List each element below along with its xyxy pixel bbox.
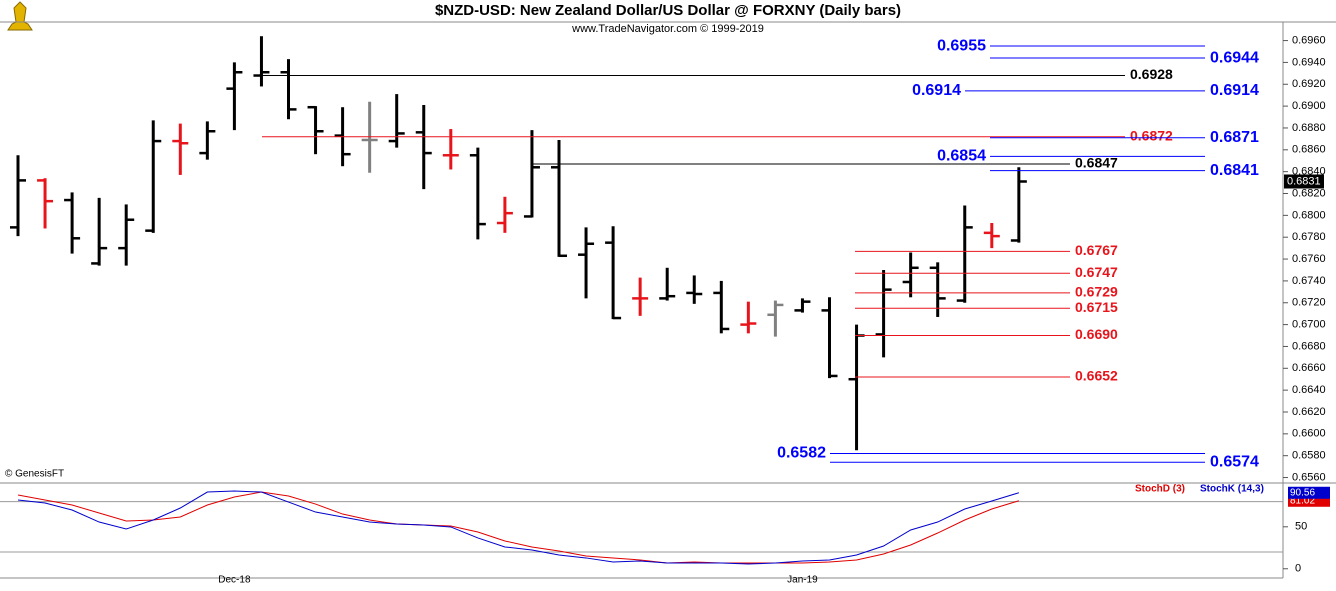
x-tick-label: Dec-18 [218,575,251,586]
level-label: 0.6582 [777,445,826,462]
legend-entry: StochD (3) [1135,484,1185,495]
value-box [1288,486,1330,499]
y-tick-label: 50 [1295,521,1307,533]
y-tick-label: 0.6940 [1292,56,1326,68]
level-label: 0.6854 [937,148,986,165]
level-label: 0.6715 [1075,299,1118,315]
y-tick-label: 0.6900 [1292,100,1326,112]
value-label: 81.02 [1290,495,1315,506]
y-tick-label: 0.6620 [1292,406,1326,418]
level-label: 0.6847 [1075,155,1118,171]
level-label: 0.6944 [1210,49,1259,66]
y-tick-label: 0.6820 [1292,187,1326,199]
logo [7,1,33,31]
level-label: 0.6767 [1075,242,1118,258]
y-tick-label: 0.6580 [1292,450,1326,462]
chart-subtitle: www.TradeNavigator.com © 1999-2019 [571,23,764,35]
y-tick-label: 0.6760 [1292,253,1326,265]
y-tick-label: 0 [1295,563,1301,575]
level-label: 0.6928 [1130,66,1173,82]
y-tick-label: 0.6920 [1292,78,1326,90]
stoch-line [17,490,1019,565]
level-label: 0.6914 [1210,82,1259,99]
legend-entry: StochK (14,3) [1200,484,1264,495]
level-label: 0.6690 [1075,326,1118,342]
x-tick-label: Jan-19 [787,575,818,586]
y-tick-label: 0.6660 [1292,362,1326,374]
y-tick-label: 0.6720 [1292,297,1326,309]
y-tick-label: 0.6800 [1292,209,1326,221]
level-label: 0.6914 [912,82,961,99]
value-label: 90.56 [1290,487,1315,498]
y-tick-label: 0.6860 [1292,144,1326,156]
level-label: 0.6574 [1210,453,1259,470]
level-label: 0.6729 [1075,284,1118,300]
level-label: 0.6955 [937,37,986,54]
copyright: © GenesisFT [5,469,64,480]
y-tick-label: 0.6560 [1292,471,1326,483]
level-label: 0.6872 [1130,127,1173,143]
y-tick-label: 0.6880 [1292,122,1326,134]
y-tick-label: 0.6740 [1292,275,1326,287]
last-price-box [1284,174,1324,189]
y-tick-label: 0.6600 [1292,428,1326,440]
y-tick-label: 0.6960 [1292,34,1326,46]
chart-title: $NZD-USD: New Zealand Dollar/US Dollar @… [435,2,901,19]
stoch-line [17,491,1019,564]
level-label: 0.6652 [1075,368,1118,384]
last-price-label: 0.6831 [1287,175,1321,187]
level-label: 0.6871 [1210,129,1259,146]
level-label: 0.6747 [1075,264,1118,280]
y-tick-label: 0.6700 [1292,319,1326,331]
y-tick-label: 0.6640 [1292,384,1326,396]
y-tick-label: 0.6780 [1292,231,1326,243]
level-label: 0.6841 [1210,162,1259,179]
y-tick-label: 0.6680 [1292,340,1326,352]
